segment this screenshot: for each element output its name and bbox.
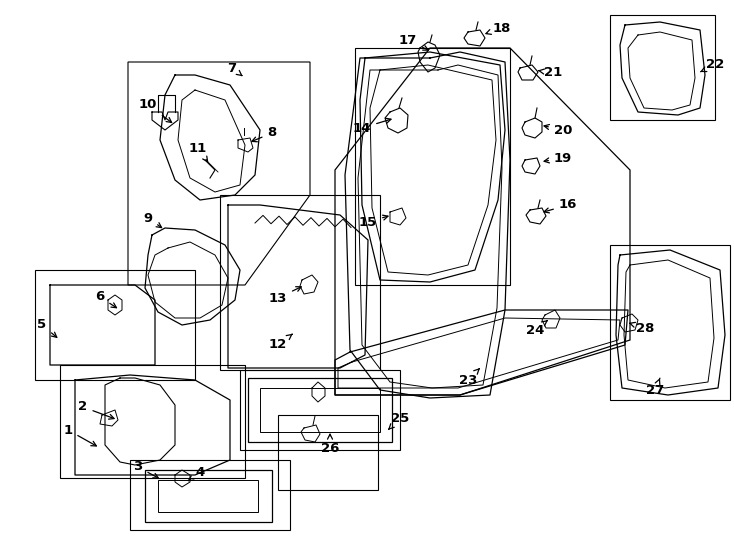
Text: 15: 15	[359, 215, 388, 228]
Text: 24: 24	[526, 321, 548, 336]
Text: 16: 16	[544, 199, 577, 213]
Text: 17: 17	[399, 33, 428, 50]
Text: 1: 1	[63, 423, 96, 446]
Bar	[610, 245, 730, 400]
Bar	[240, 370, 400, 450]
Bar	[278, 415, 378, 490]
Text: 23: 23	[459, 369, 479, 387]
Text: 27: 27	[646, 378, 664, 396]
Text: 19: 19	[544, 152, 572, 165]
Text: 12: 12	[269, 334, 292, 352]
Text: 18: 18	[486, 22, 511, 35]
Text: 28: 28	[630, 321, 654, 334]
Text: 3: 3	[134, 461, 159, 478]
Text: 2: 2	[79, 401, 114, 419]
Text: 20: 20	[544, 124, 573, 137]
Bar	[248, 378, 392, 442]
Bar	[35, 270, 195, 380]
Text: 14: 14	[353, 118, 391, 134]
Text: 10: 10	[139, 98, 172, 123]
Text: 4: 4	[189, 467, 205, 481]
Bar	[145, 470, 272, 522]
Bar	[610, 15, 715, 120]
Bar	[60, 365, 245, 478]
Text: 9: 9	[143, 212, 161, 227]
Text: 21: 21	[538, 66, 562, 79]
Text: 8: 8	[252, 126, 277, 142]
Text: 6: 6	[95, 291, 117, 308]
Bar	[158, 480, 258, 512]
Text: 13: 13	[269, 287, 301, 305]
Bar	[260, 388, 380, 432]
Text: 5: 5	[37, 319, 57, 338]
Text: 22: 22	[700, 58, 724, 72]
Text: 7: 7	[228, 62, 242, 76]
Text: 25: 25	[388, 411, 409, 429]
Bar	[130, 460, 290, 530]
Text: 26: 26	[321, 434, 339, 455]
Text: 11: 11	[189, 141, 208, 161]
